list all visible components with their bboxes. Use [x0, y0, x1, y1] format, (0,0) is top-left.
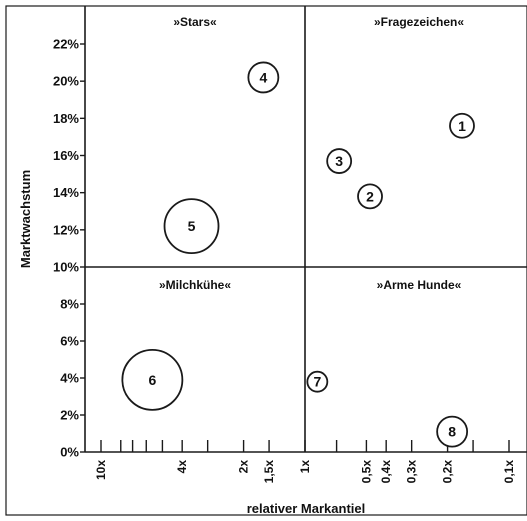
bubbles: 1 2 3 4 5 6 7 8 [121, 61, 475, 448]
bubble-3 [326, 148, 353, 174]
bubble-2 [357, 183, 383, 210]
x-axis: 10x 4x 2x 1,5x 1x 0,5x 0,4x 0,3x 0,2x 0,1x [94, 440, 516, 483]
x-tick-label: 10x [94, 460, 108, 480]
y-tick-label: 16% [53, 148, 79, 163]
quadrant-label: »Stars« [173, 15, 217, 29]
bubble-label: 3 [335, 153, 343, 169]
y-tick-label: 20% [53, 74, 79, 89]
y-tick-label: 2% [60, 408, 79, 423]
y-axis-title: Marktwachstum [18, 170, 33, 268]
bubble-4 [247, 61, 280, 94]
x-tick-label: 0,5x [359, 460, 373, 484]
y-tick-label: 12% [53, 222, 79, 237]
x-tick-label: 2x [237, 460, 251, 474]
bubble-1 [449, 112, 475, 139]
bubble-label: 7 [313, 374, 321, 390]
quadrant-labels: »Stars« »Fragezeichen« »Milchkühe« »Arme Hu… [159, 15, 464, 292]
x-tick-label: 0,3x [405, 460, 419, 484]
bubble-6 [121, 348, 184, 411]
bubble-label: 2 [366, 188, 374, 204]
bubble-8 [436, 415, 469, 448]
y-axis: 0% 2% 4% 6% 8% 10% 12% 14% 16% 18% 20% 22% [53, 37, 85, 460]
x-tick-label: 4x [175, 460, 189, 474]
y-tick-label: 22% [53, 37, 79, 52]
x-tick-label: 0,2x [441, 460, 455, 484]
y-tick-label: 10% [53, 260, 79, 275]
y-tick-label: 14% [53, 185, 79, 200]
bubble-label: 4 [259, 69, 267, 85]
quadrant-label: »Arme Hunde« [377, 278, 462, 292]
x-tick-label: 1,5x [262, 460, 276, 484]
bubble-7 [306, 370, 329, 393]
bubble-label: 5 [188, 218, 196, 234]
quadrant-label: »Milchkühe« [159, 278, 231, 292]
x-tick-label: 1x [298, 460, 312, 474]
x-axis-title: relativer Markantiel [247, 501, 366, 516]
x-tick-label: 0,1x [502, 460, 516, 484]
y-tick-label: 0% [60, 445, 79, 460]
bubble-label: 8 [448, 424, 456, 440]
x-tick-label: 0,4x [379, 460, 393, 484]
bubble-label: 1 [458, 118, 466, 134]
y-tick-label: 18% [53, 111, 79, 126]
bubble-label: 6 [148, 372, 156, 388]
y-tick-label: 8% [60, 297, 79, 312]
y-tick-label: 4% [60, 371, 79, 386]
quadrant-label: »Fragezeichen« [374, 15, 464, 29]
outer-frame [5, 5, 527, 516]
y-tick-label: 6% [60, 334, 79, 349]
bubble-5 [163, 198, 220, 255]
